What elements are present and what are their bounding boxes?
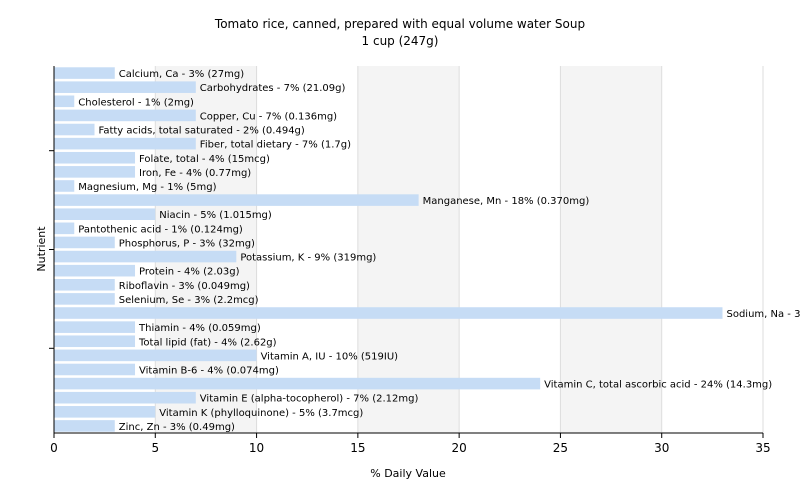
bar <box>54 222 75 235</box>
bar-label: Folate, total - 4% (15mcg) <box>139 154 270 165</box>
bar-label: Riboflavin - 3% (0.049mg) <box>119 281 250 292</box>
bar-label: Niacin - 5% (1.015mg) <box>159 210 272 221</box>
bar <box>54 109 196 122</box>
bar-label: Total lipid (fat) - 4% (2.62g) <box>138 337 277 348</box>
bar <box>54 363 136 376</box>
plot-background <box>54 66 763 433</box>
bar <box>54 95 75 108</box>
bar <box>54 420 115 432</box>
bar <box>54 264 136 277</box>
bar-label: Vitamin K (phylloquinone) - 5% (3.7mcg) <box>159 408 363 419</box>
bar <box>54 293 115 305</box>
x-tick-label: 35 <box>755 441 770 455</box>
bar-label: Selenium, Se - 3% (2.2mcg) <box>119 295 259 306</box>
bar <box>54 307 723 319</box>
bar-label: Iron, Fe - 4% (0.77mg) <box>139 168 251 179</box>
bar <box>54 406 156 418</box>
bar <box>54 194 419 206</box>
x-tick-label: 25 <box>553 441 568 455</box>
x-tick-label: 20 <box>452 441 467 455</box>
bar-label: Calcium, Ca - 3% (27mg) <box>119 69 244 80</box>
plot-band <box>357 66 460 433</box>
x-tick-label: 10 <box>249 441 264 455</box>
plot-band <box>155 66 257 433</box>
bar <box>54 279 115 291</box>
plot-band <box>661 66 763 433</box>
bar-label: Copper, Cu - 7% (0.136mg) <box>200 111 337 122</box>
x-tick-label: 30 <box>654 441 669 455</box>
bar <box>54 321 136 333</box>
x-tick-label: 5 <box>151 441 159 455</box>
bar <box>54 335 136 348</box>
x-tick-labels: 0 5 10 15 20 25 30 35 <box>50 441 770 455</box>
x-tick-label: 0 <box>50 441 58 455</box>
bar <box>54 250 237 263</box>
bar <box>54 166 136 178</box>
bar-label: Magnesium, Mg - 1% (5mg) <box>78 182 216 193</box>
bar-label: Manganese, Mn - 18% (0.370mg) <box>423 196 590 207</box>
bar <box>54 123 95 136</box>
chart-title: Tomato rice, canned, prepared with equal… <box>214 17 585 31</box>
bar-label: Cholesterol - 1% (2mg) <box>78 97 194 108</box>
plot-band <box>560 66 662 433</box>
bar <box>54 391 196 404</box>
y-axis-label: Nutrient <box>35 226 48 272</box>
bar-label: Sodium, Na - 33% (788mg) <box>726 309 800 320</box>
chart-subtitle: 1 cup (247g) <box>362 34 439 48</box>
bar-label: Vitamin B-6 - 4% (0.074mg) <box>139 365 279 376</box>
bars-group <box>54 67 723 432</box>
bar <box>54 236 115 249</box>
bar-label: Zinc, Zn - 3% (0.49mg) <box>119 422 235 433</box>
bar-label: Carbohydrates - 7% (21.09g) <box>200 83 346 94</box>
axes-group <box>49 66 764 438</box>
bar-labels-group: Calcium, Ca - 3% (27mg) Carbohydrates - 7… <box>78 69 800 433</box>
bar-label: Vitamin E (alpha-tocopherol) - 7% (2.12m… <box>200 394 419 405</box>
bar-label: Vitamin A, IU - 10% (519IU) <box>261 351 399 362</box>
x-axis-label: % Daily Value <box>370 467 446 480</box>
bar <box>54 349 257 362</box>
bar <box>54 67 115 79</box>
bar-label: Pantothenic acid - 1% (0.124mg) <box>78 224 243 235</box>
x-tick-label: 15 <box>350 441 365 455</box>
bar <box>54 137 196 150</box>
bar-label: Phosphorus, P - 3% (32mg) <box>119 238 255 249</box>
bar-label: Fatty acids, total saturated - 2% (0.494… <box>99 126 305 137</box>
bar <box>54 151 136 164</box>
plot-band <box>459 66 561 433</box>
bar-label: Fiber, total dietary - 7% (1.7g) <box>200 140 351 151</box>
grid-lines <box>154 66 764 433</box>
plot-band <box>256 66 358 433</box>
bar <box>54 377 541 390</box>
bar <box>54 208 156 220</box>
bar-label: Vitamin C, total ascorbic acid - 24% (14… <box>544 380 772 391</box>
bar-label: Protein - 4% (2.03g) <box>139 267 240 278</box>
bar <box>54 180 75 192</box>
bar-label: Thiamin - 4% (0.059mg) <box>138 323 261 334</box>
bar <box>54 81 196 93</box>
bar-label: Potassium, K - 9% (319mg) <box>240 253 376 264</box>
